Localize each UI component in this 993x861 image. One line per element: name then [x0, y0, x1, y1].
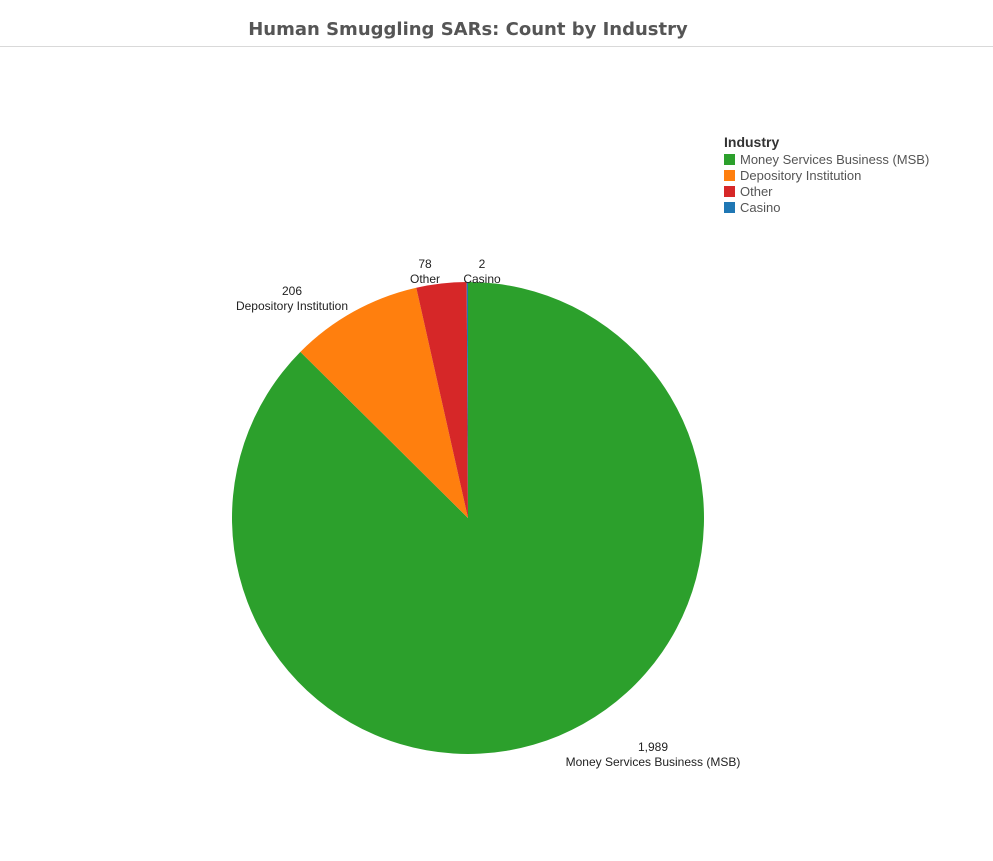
legend-item-other[interactable]: Other [724, 183, 929, 199]
slice-value-label-msb: 1,989 [638, 740, 668, 754]
slice-value-label-depository: 206 [282, 284, 302, 298]
slice-category-label-casino: Casino [463, 272, 501, 286]
legend-item-depository[interactable]: Depository Institution [724, 167, 929, 183]
pie-slice-msb[interactable] [231, 282, 704, 755]
slice-category-label-msb: Money Services Business (MSB) [566, 755, 741, 769]
legend-swatch-msb [724, 153, 735, 165]
legend-title: Industry [724, 134, 780, 150]
slice-value-label-other: 78 [418, 257, 432, 271]
pie-slice-depository[interactable] [300, 287, 468, 518]
legend-item-msb[interactable]: Money Services Business (MSB) [724, 151, 929, 167]
title-divider [0, 46, 993, 47]
pie-slices [231, 282, 704, 755]
legend: Industry Money Services Business (MSB) D… [724, 134, 929, 215]
legend-swatch-depository [724, 169, 735, 181]
legend-label-casino: Casino [740, 199, 781, 215]
slice-category-label-depository: Depository Institution [236, 299, 348, 313]
legend-label-depository: Depository Institution [740, 167, 862, 183]
slice-category-label-other: Other [410, 272, 440, 286]
legend-item-casino[interactable]: Casino [724, 199, 929, 215]
legend-label-other: Other [740, 183, 773, 199]
legend-swatch-other [724, 185, 735, 197]
chart-title: Human Smuggling SARs: Count by Industry [248, 19, 688, 40]
legend-label-msb: Money Services Business (MSB) [740, 151, 930, 167]
pie-slice-other[interactable] [416, 282, 468, 518]
legend-swatch-casino [724, 201, 735, 213]
slice-value-label-casino: 2 [479, 257, 486, 271]
pie-slice-casino[interactable] [466, 282, 468, 518]
